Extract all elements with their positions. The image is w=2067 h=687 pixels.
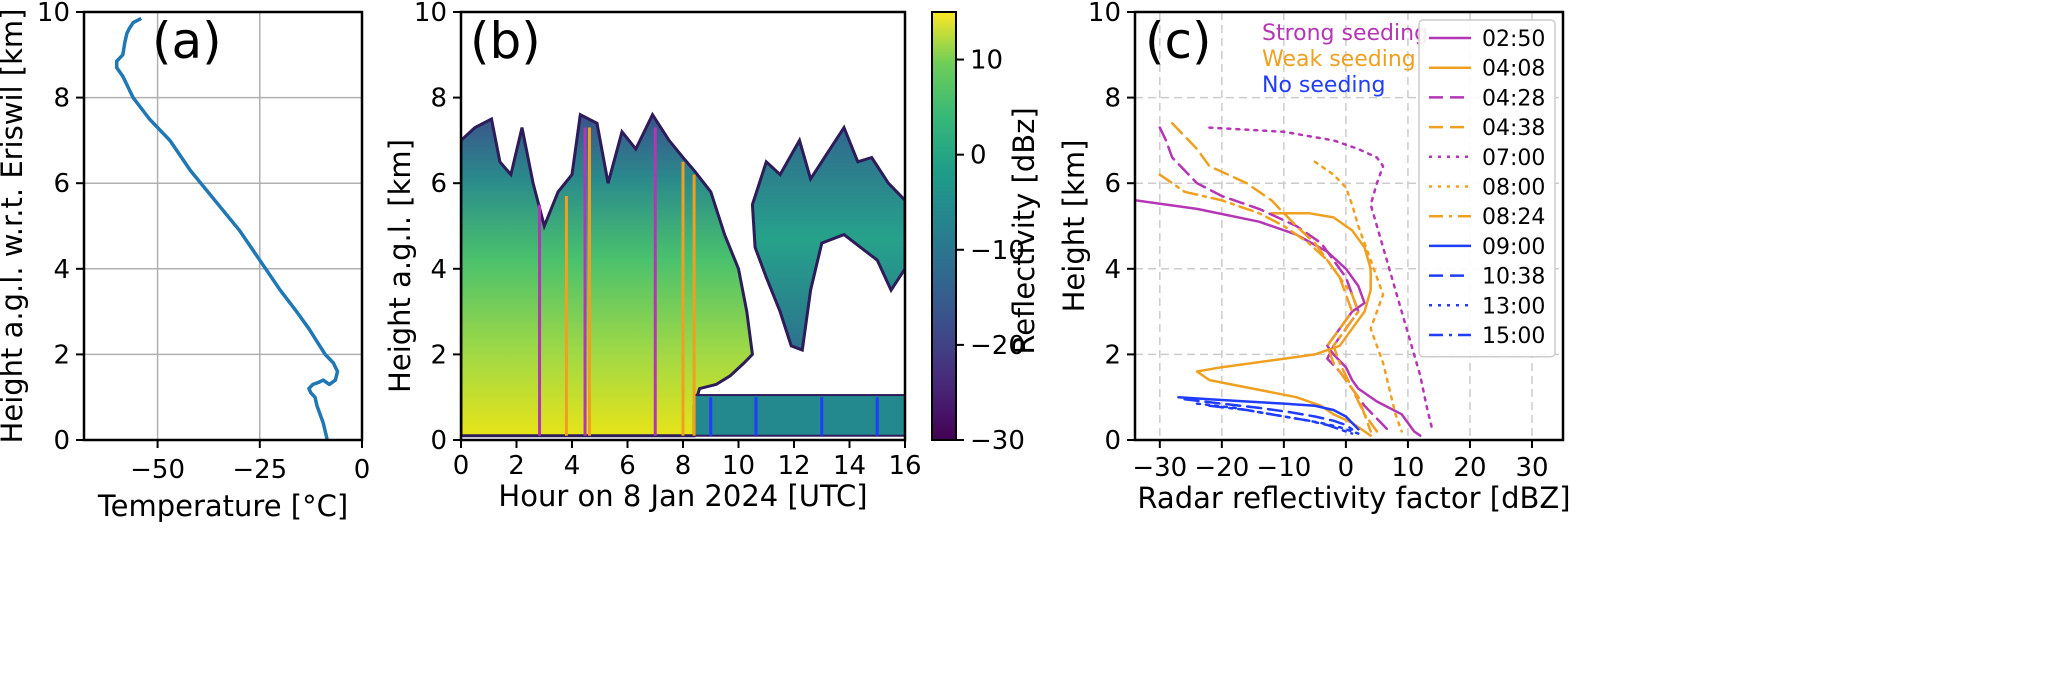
panel-a-y-tick-label: 6 — [53, 169, 70, 199]
colorbar-label: Reflectivity [dBz] — [1007, 107, 1041, 354]
panel-c-x-tick-label: 10 — [1391, 453, 1424, 483]
seeding-annotation: Weak seeding — [1262, 47, 1416, 72]
seeding-annotation: Strong seeding — [1262, 21, 1428, 46]
legend-label: 09:00 — [1482, 235, 1545, 260]
panel-c-label: (c) — [1145, 12, 1212, 70]
panel-c-x-tick-label: −10 — [1256, 453, 1311, 483]
panel-b-y-tick-label: 0 — [430, 426, 447, 456]
panel-c-legend: 02:50 04:08 04:28 04:38 07:00 08:00 08:24 09:00… — [1419, 20, 1555, 357]
panel-c: −30 −20 −10 0 10 20 30 0 2 4 6 8 10 (c) Radar reflec… — [1057, 0, 1571, 515]
profile-0250 — [1135, 200, 1420, 435]
panel-c-x-axis-label: Radar reflectivity factor [dBZ] — [1137, 481, 1570, 515]
panel-a-grid — [84, 12, 362, 440]
panel-a: −50 −25 0 0 2 4 6 8 10 (a) Temperature [°C] Heig… — [0, 0, 370, 523]
panel-c-x-tick-label: 0 — [1338, 453, 1355, 483]
panel-a-y-tick-label: 10 — [37, 0, 70, 28]
legend-label: 15:00 — [1482, 324, 1545, 349]
panel-a-y-axis-label: Height a.g.l. w.r.t. Eriswil [km] — [0, 9, 29, 444]
panel-c-y-tick-label: 6 — [1104, 169, 1121, 199]
panel-b-x-tick-label: 10 — [722, 451, 755, 481]
panel-b-y-tick-label: 8 — [430, 84, 447, 114]
seeding-annotation: No seeding — [1262, 73, 1385, 98]
panel-c-y-tick-label: 10 — [1088, 0, 1121, 28]
legend-label: 13:00 — [1482, 294, 1545, 319]
panel-a-series — [117, 18, 338, 440]
panel-b-y-tick-label: 6 — [430, 169, 447, 199]
panel-b-x-tick-label: 12 — [777, 451, 810, 481]
profile-0800 — [1315, 162, 1402, 432]
panel-b-y-tick-label: 4 — [430, 255, 447, 285]
temperature-profile-line — [117, 18, 338, 440]
colorbar-tick-label: 0 — [970, 141, 987, 171]
panel-a-y-tick-label: 4 — [53, 255, 70, 285]
colorbar — [932, 12, 956, 440]
panel-b-x-tick-label: 8 — [675, 451, 692, 481]
legend-label: 04:28 — [1482, 86, 1545, 111]
panel-a-y-tick-label: 0 — [53, 426, 70, 456]
legend-label: 08:24 — [1482, 205, 1545, 230]
panel-b-x-tick-label: 4 — [564, 451, 581, 481]
panel-b-x-tick-label: 2 — [508, 451, 525, 481]
panel-a-frame — [84, 12, 362, 440]
panel-b-x-tick-label: 14 — [833, 451, 866, 481]
panel-b-y-tick-label: 2 — [430, 340, 447, 370]
panel-b-x-tick-label: 0 — [453, 451, 470, 481]
panel-c-x-tick-label: −30 — [1132, 453, 1187, 483]
colorbar-tick-label: −30 — [970, 426, 1025, 456]
colorbar-tick-label: 10 — [970, 46, 1003, 76]
panel-a-y-tick-label: 2 — [53, 340, 70, 370]
panel-b-y-tick-label: 10 — [414, 0, 447, 28]
legend-label: 07:00 — [1482, 146, 1545, 171]
legend-label: 08:00 — [1482, 176, 1545, 201]
main-cloud-echo — [461, 115, 752, 436]
low-level-echo-layer — [694, 395, 905, 436]
panel-b-x-tick-label: 16 — [888, 451, 921, 481]
legend-label: 10:38 — [1482, 265, 1545, 290]
panel-a-x-tick-label: 0 — [354, 455, 371, 485]
panel-c-y-tick-label: 0 — [1104, 426, 1121, 456]
panel-a-x-tick-label: −50 — [130, 455, 185, 485]
legend-label: 04:38 — [1482, 116, 1545, 141]
panel-c-y-tick-label: 4 — [1104, 255, 1121, 285]
panel-b-x-tick-label: 6 — [619, 451, 636, 481]
panel-c-y-tick-label: 8 — [1104, 84, 1121, 114]
panel-a-x-axis-label: Temperature [°C] — [97, 489, 348, 523]
panel-c-y-tick-label: 2 — [1104, 340, 1121, 370]
panel-b: 0 2 4 6 8 10 12 14 16 0 2 4 6 8 10 (b) Hour on 8 Jan 2… — [383, 0, 1041, 513]
panel-b-y-axis-label: Height a.g.l. [km] — [383, 139, 417, 393]
panel-b-x-axis-label: Hour on 8 Jan 2024 [UTC] — [498, 479, 867, 513]
panel-a-label: (a) — [152, 12, 222, 70]
legend-label: 02:50 — [1482, 27, 1545, 52]
upper-cloud-echo — [752, 128, 905, 351]
panel-c-y-axis-label: Height [km] — [1057, 140, 1091, 313]
panel-a-y-tick-label: 8 — [53, 84, 70, 114]
panel-c-x-tick-label: 30 — [1515, 453, 1548, 483]
panel-c-x-tick-label: 20 — [1453, 453, 1486, 483]
panel-c-x-tick-label: −20 — [1194, 453, 1249, 483]
legend-label: 04:08 — [1482, 57, 1545, 82]
panel-a-x-tick-label: −25 — [232, 455, 287, 485]
panel-b-label: (b) — [470, 12, 541, 70]
